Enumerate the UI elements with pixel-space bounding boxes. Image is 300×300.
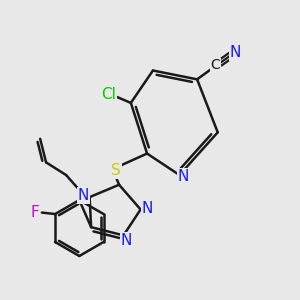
Text: N: N — [177, 169, 189, 184]
Text: N: N — [121, 233, 132, 248]
Text: N: N — [77, 188, 89, 203]
Text: C: C — [211, 58, 220, 72]
Text: N: N — [141, 200, 153, 215]
Text: N: N — [230, 45, 241, 60]
Text: F: F — [31, 205, 40, 220]
Text: S: S — [111, 163, 121, 178]
Text: Cl: Cl — [101, 87, 116, 102]
